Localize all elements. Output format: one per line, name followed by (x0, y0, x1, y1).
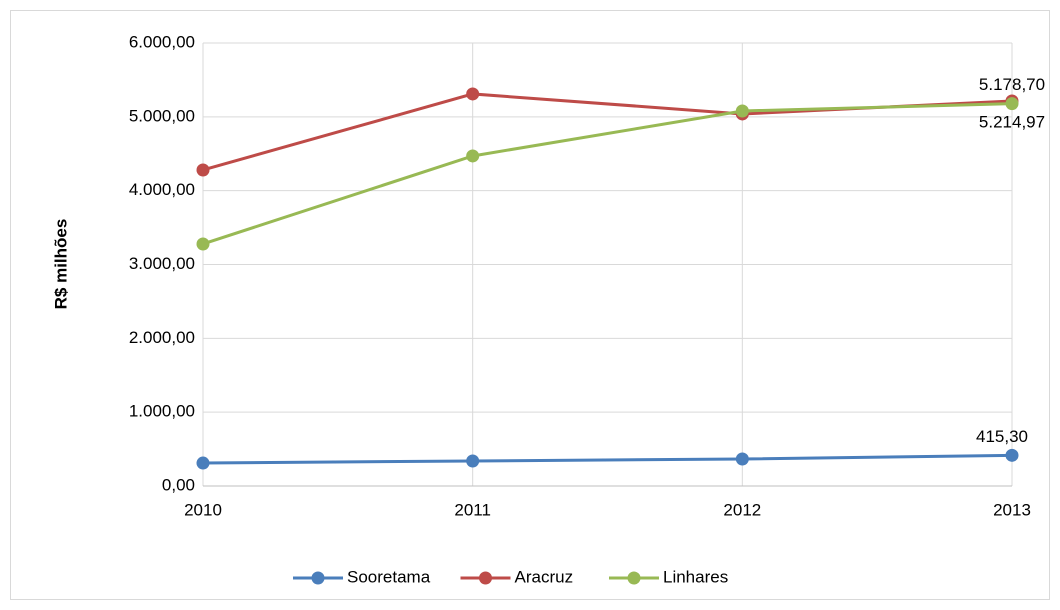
legend-marker (479, 571, 492, 585)
x-tick-label: 2011 (454, 500, 491, 519)
data-point (466, 87, 480, 101)
data-label: 5.178,70 (979, 75, 1045, 94)
y-tick-label: 4.000,00 (129, 180, 195, 199)
legend-marker (311, 571, 325, 585)
x-tick-label: 2010 (184, 500, 222, 519)
y-axis-label: R$ milhões (51, 219, 70, 310)
y-tick-label: 1.000,00 (129, 402, 195, 421)
data-point (735, 104, 749, 118)
legend-label: Aracruz (515, 567, 574, 586)
data-point (466, 149, 480, 163)
data-point (1005, 97, 1019, 111)
y-tick-label: 0,00 (162, 475, 195, 494)
data-point (196, 456, 210, 470)
x-tick-label: 2012 (723, 500, 761, 519)
x-tick-label: 2013 (993, 500, 1031, 519)
legend-label: Sooretama (347, 567, 431, 586)
data-point (196, 237, 210, 251)
series-line (202, 453, 1013, 465)
legend-label: Linhares (663, 567, 728, 586)
y-tick-label: 5.000,00 (129, 106, 195, 125)
y-tick-label: 6.000,00 (129, 32, 195, 51)
data-point (196, 163, 210, 177)
legend-marker (627, 571, 641, 585)
data-point (735, 452, 749, 466)
data-point (1005, 448, 1019, 462)
data-label: 5.214,97 (979, 112, 1045, 131)
data-label: 415,30 (976, 427, 1028, 446)
y-tick-label: 3.000,00 (129, 254, 195, 273)
y-tick-label: 2.000,00 (129, 328, 195, 347)
data-point (466, 454, 480, 468)
series-line (202, 102, 1013, 246)
